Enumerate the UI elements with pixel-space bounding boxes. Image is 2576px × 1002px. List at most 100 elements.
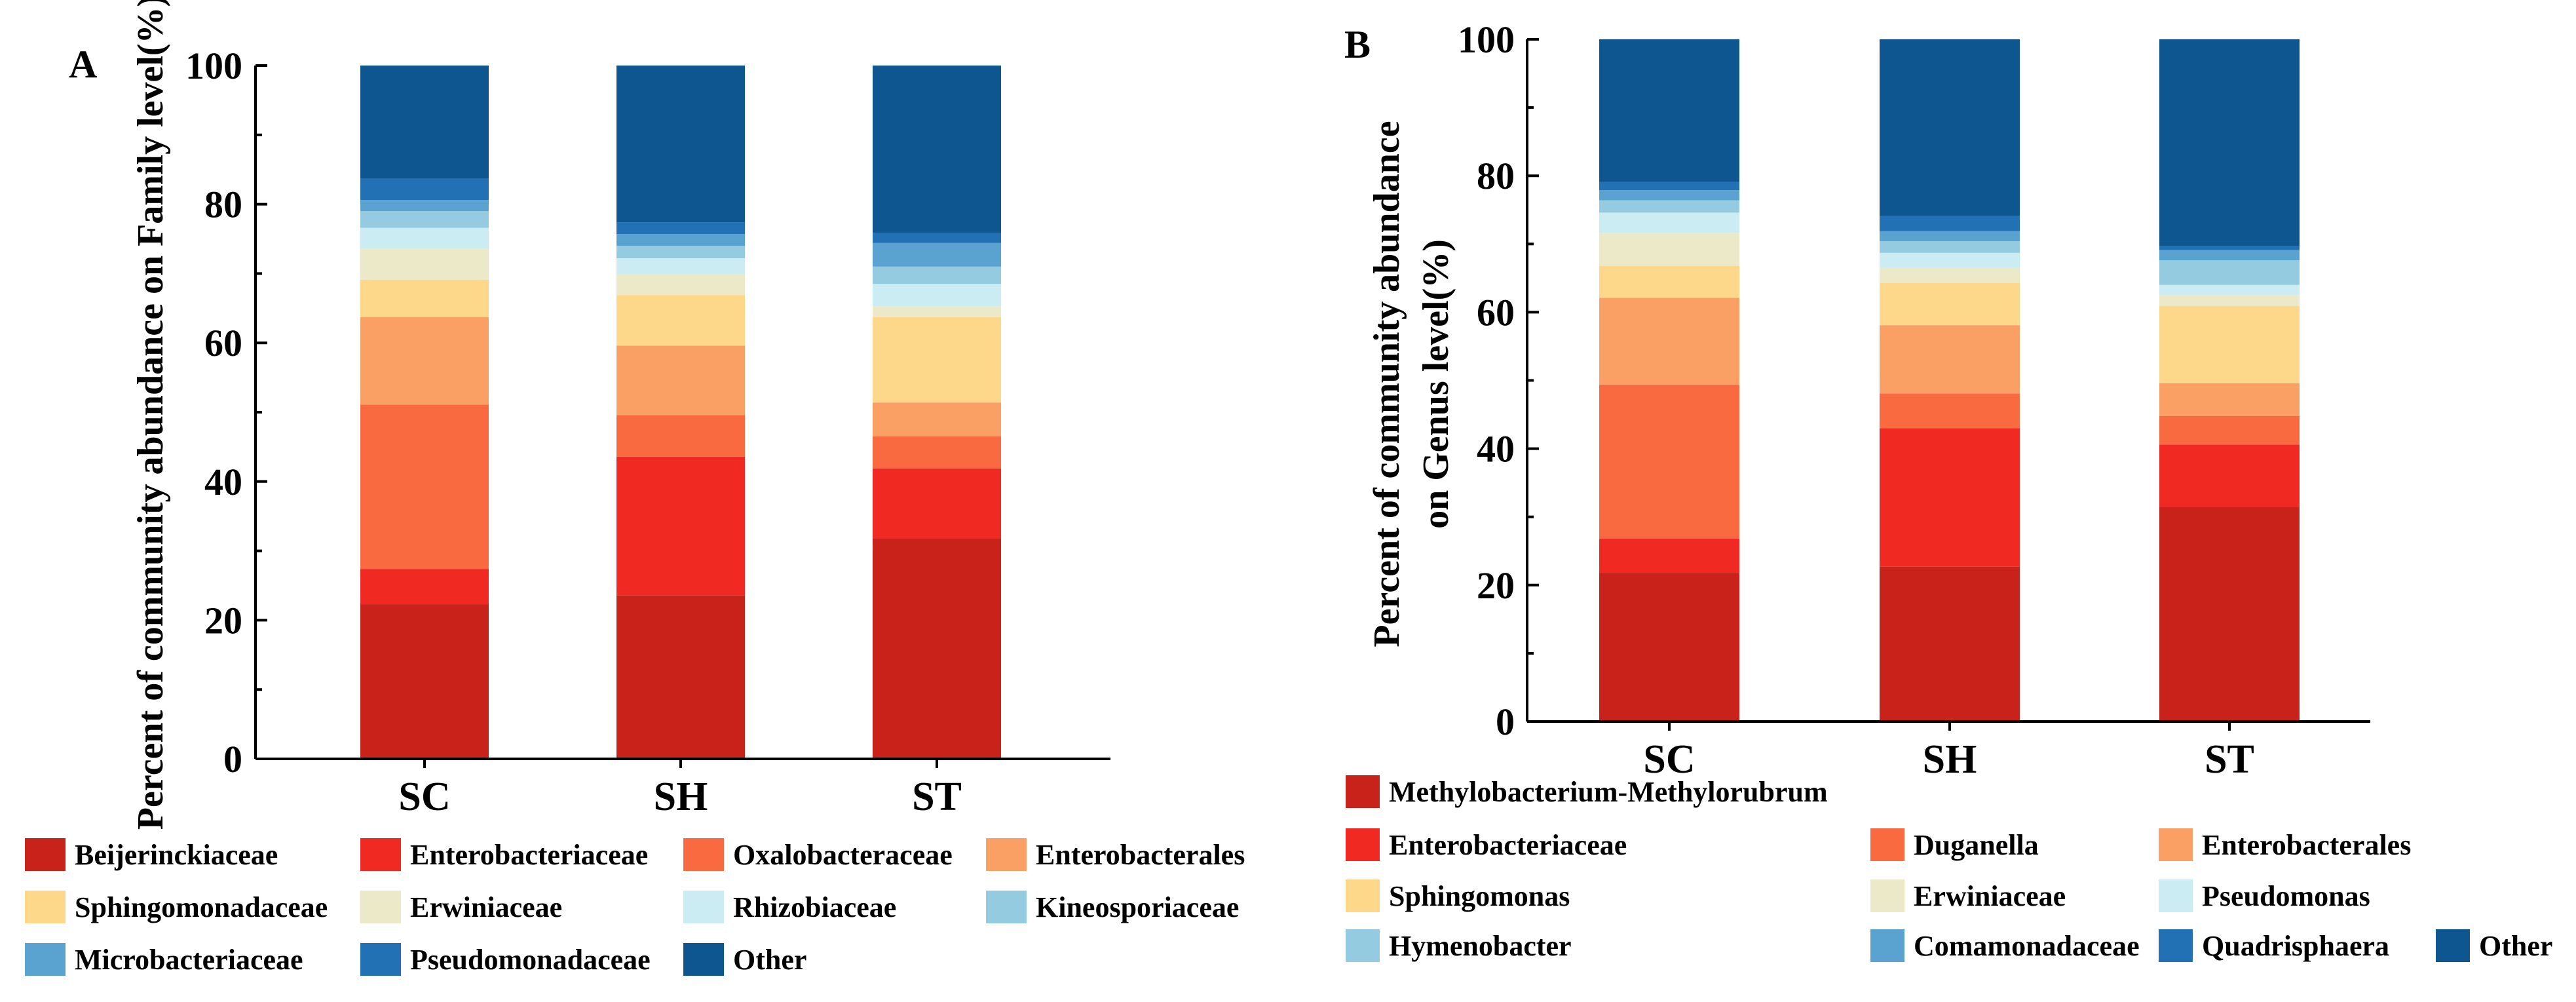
bar-segment-sh-sphingomonadaceae — [616, 295, 745, 346]
bar-segment-sh-duganella — [1880, 393, 2020, 429]
bar-segment-st-quadrisphaera — [2159, 246, 2300, 250]
bar-segment-st-pseudomonadaceae — [873, 232, 1001, 243]
bar-segment-sc-enterobacteriaceae — [360, 569, 489, 605]
legend-label: Enterobacteriaceae — [410, 839, 648, 871]
legend-label: Other — [733, 944, 806, 976]
legend-swatch-duganella — [1870, 828, 1904, 861]
bar-segment-st-microbacteriaceae — [873, 242, 1001, 267]
legend-label: Sphingomonas — [1389, 880, 1570, 912]
legend-swatch-erwiniaceae — [360, 891, 401, 923]
bar-segment-sh-sphingomonas — [1880, 282, 2020, 326]
legend-swatch-enterobacteriaceae — [1346, 828, 1380, 861]
bar-segment-sc-rhizobiaceae — [360, 227, 489, 249]
y-tick-label: 100 — [1458, 18, 1515, 61]
y-axis-title: Percent of community abundance on Genus l… — [1367, 121, 1456, 647]
bar-segment-st-comamonadaceae — [2159, 250, 2300, 261]
legend-label: Other — [2479, 930, 2552, 962]
legend-label: Beijerinckiaceae — [75, 839, 278, 871]
x-tick-label: ST — [912, 775, 962, 819]
bar-segment-sh-erwiniaceae — [616, 274, 745, 296]
bar-segment-sc-beijerinckiaceae — [360, 604, 489, 759]
legend-swatch-beijerinckiaceae — [25, 838, 66, 871]
bar-segment-sc-pseudomonadaceae — [360, 178, 489, 201]
y-tick-label: 80 — [204, 183, 242, 226]
bar-segment-sh-pseudomonas — [1880, 252, 2020, 268]
legend-swatch-pseudomonas — [2159, 879, 2193, 912]
panel-a-chart: SC SH ST 0 20 40 60 80 100 A Percent of community … — [69, 0, 1110, 830]
legend-swatch-oxalobacteraceae — [683, 838, 724, 871]
bar-segment-sh-rhizobiaceae — [616, 258, 745, 275]
bar-segment-st-enterobacteriaceae — [2159, 444, 2300, 507]
bar-segment-sc-pseudomonas — [1599, 212, 1739, 233]
legend-swatch-sphingomonas — [1346, 879, 1380, 912]
legend-swatch-quadrisphaera — [2159, 929, 2193, 962]
bar-segment-sh-oxalobacteraceae — [616, 415, 745, 457]
bar-segment-sh-kineosporiaceae — [616, 246, 745, 259]
y-tick-label: 20 — [204, 599, 242, 642]
panel-label: B — [1344, 23, 1371, 66]
legend-swatch-other — [2436, 929, 2470, 962]
legend-label: Kineosporiaceae — [1036, 891, 1239, 923]
bar-segment-st-erwiniaceae — [2159, 295, 2300, 307]
bar-segment-sh-erwiniaceae — [1880, 267, 2020, 283]
legend-swatch-enterobacteriaceae — [360, 838, 401, 871]
bar-segment-sh-other — [1880, 39, 2020, 216]
legend-swatch-sphingomonadaceae — [25, 891, 66, 923]
legend-label: Comamonadaceae — [1914, 930, 2140, 962]
bar-segment-sc-comamonadaceae — [1599, 190, 1739, 201]
bar-segment-sc-sphingomonadaceae — [360, 279, 489, 318]
bar-segment-sc-erwiniaceae — [1599, 233, 1739, 266]
legend-swatch-enterobacterales — [986, 838, 1027, 871]
bar-segment-st-erwiniaceae — [873, 306, 1001, 318]
y-tick-label: 100 — [185, 45, 242, 87]
bar-segment-st-other — [873, 66, 1001, 233]
y-tick-label: 60 — [1477, 291, 1515, 334]
bar-segment-sc-sphingomonas — [1599, 265, 1739, 298]
y-tick-label: 60 — [204, 322, 242, 364]
panel-a-legend: Beijerinckiaceae Enterobacteriaceae Oxalob… — [25, 838, 1245, 976]
panel-label: A — [69, 43, 97, 86]
legend-label: Enterobacteriaceae — [1389, 829, 1627, 861]
bar-segment-st-sphingomonadaceae — [873, 317, 1001, 403]
bar-segment-sc-kineosporiaceae — [360, 211, 489, 228]
panel-b-chart: SC SH ST 0 20 40 60 80 100 B Percent of community … — [1344, 18, 2370, 782]
legend-swatch-pseudomonadaceae — [360, 943, 401, 976]
bar-segment-sh-enterobacterales — [616, 345, 745, 415]
legend-swatch-hymenobacter — [1346, 929, 1380, 962]
bar-segment-sh-enterobacterales — [1880, 325, 2020, 394]
bar-segment-sh-beijerinckiaceae — [616, 595, 745, 759]
y-axis-title: Percent of community abundance on Family… — [130, 0, 171, 830]
bar-segment-sc-other — [360, 66, 489, 179]
bar-segment-st-duganella — [2159, 415, 2300, 445]
y-tick-label: 0 — [223, 738, 242, 780]
legend-swatch-erwiniaceae — [1870, 879, 1904, 912]
legend-swatch-methylobacterium-methylorubrum — [1346, 775, 1380, 808]
legend-swatch-rhizobiaceae — [683, 891, 724, 923]
bar-segment-sc-erwiniaceae — [360, 248, 489, 280]
bar-segment-st-oxalobacteraceae — [873, 436, 1001, 469]
bar-segment-sc-other — [1599, 39, 1739, 182]
bar-segment-sh-hymenobacter — [1880, 241, 2020, 253]
bar-segment-st-pseudomonas — [2159, 284, 2300, 296]
bar-segment-st-enterobacteriaceae — [873, 468, 1001, 539]
legend-label: Enterobacterales — [1036, 839, 1245, 871]
bar-segment-sh-quadrisphaera — [1880, 216, 2020, 231]
bar-segment-st-beijerinckiaceae — [873, 538, 1001, 759]
legend-label: Enterobacterales — [2202, 829, 2411, 861]
y-tick-label: 0 — [1496, 701, 1515, 743]
legend-label: Hymenobacter — [1389, 930, 1572, 962]
bar-segment-sh-pseudomonadaceae — [616, 222, 745, 235]
bar-segment-sc-methylobacterium-methylorubrum — [1599, 573, 1739, 722]
legend-label: Quadrisphaera — [2202, 930, 2389, 962]
bar-segment-st-enterobacterales — [873, 402, 1001, 437]
legend-label: Microbacteriaceae — [75, 944, 303, 976]
bar-segment-sc-quadrisphaera — [1599, 182, 1739, 191]
bar-segment-sc-hymenobacter — [1599, 200, 1739, 213]
y-tick-label: 40 — [204, 461, 242, 503]
bar-segment-st-kineosporiaceae — [873, 266, 1001, 284]
legend-swatch-microbacteriaceae — [25, 943, 66, 976]
legend-label: Pseudomonadaceae — [410, 944, 651, 976]
legend-swatch-kineosporiaceae — [986, 891, 1027, 923]
x-tick-label: SC — [398, 775, 450, 819]
bar-segment-sc-duganella — [1599, 384, 1739, 539]
